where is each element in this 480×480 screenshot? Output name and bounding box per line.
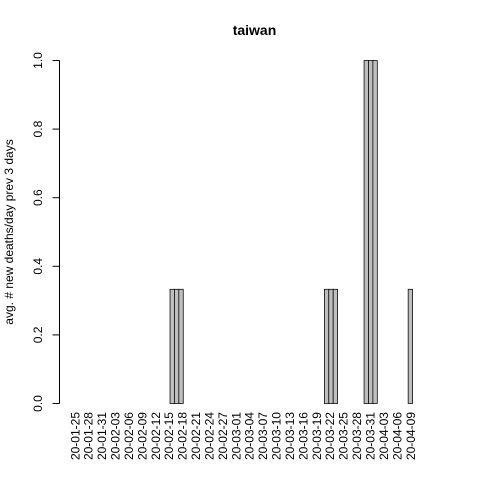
x-tick-label: 20-01-28 [82, 412, 96, 460]
bar-20-03-24 [332, 288, 338, 404]
x-tick-label: 20-02-15 [162, 412, 176, 460]
y-tick-label: 0.0 [31, 395, 45, 412]
x-tick-label: 20-04-06 [390, 412, 404, 460]
x-tick-label: 20-03-19 [310, 412, 324, 460]
x-tick-label: 20-03-28 [350, 412, 364, 460]
y-tick-label: 0.6 [31, 189, 45, 206]
x-tick-label: 20-03-16 [296, 412, 310, 460]
bar-20-04-01 [368, 60, 374, 404]
x-tick-label: 20-02-12 [149, 412, 163, 460]
x-tick-label: 20-04-03 [377, 412, 391, 460]
x-tick-label: 20-03-01 [229, 412, 243, 460]
bar-20-03-31 [363, 60, 369, 404]
y-tick-label: 0.8 [31, 120, 45, 137]
x-tick-label: 20-03-22 [323, 412, 337, 460]
x-tick-label: 20-02-06 [122, 412, 136, 460]
bar-20-02-18 [178, 288, 184, 404]
x-tick-label: 20-03-07 [256, 412, 270, 460]
x-tick-label: 20-02-09 [135, 412, 149, 460]
x-axis: 20-01-25 20-01-28 20-01-31 20-02-03 20-02-06… [68, 412, 418, 460]
x-tick-label: 20-03-31 [363, 412, 377, 460]
x-tick-label: 20-01-25 [68, 412, 82, 460]
y-axis: 0.0 0.2 0.4 0.6 0.8 1.0 [31, 52, 60, 412]
y-tick-label: 0.2 [31, 326, 45, 343]
x-tick-label: 20-02-21 [189, 412, 203, 460]
x-tick-label: 20-02-18 [176, 412, 190, 460]
x-tick-label: 20-03-10 [270, 412, 284, 460]
y-axis-label: avg. # new deaths/day prev 3 days [2, 139, 16, 324]
bar-20-04-10 [407, 288, 413, 404]
bar-20-04-02 [372, 60, 378, 404]
x-tick-label: 20-02-24 [202, 412, 216, 460]
y-tick-label: 0.4 [31, 258, 45, 275]
x-tick-label: 20-01-31 [95, 412, 109, 460]
x-tick-label: 20-03-04 [243, 412, 257, 460]
x-tick-label: 20-03-25 [337, 412, 351, 460]
x-tick-label: 20-02-03 [109, 412, 123, 460]
chart-title: taiwan [233, 22, 277, 38]
bar-20-02-16 [169, 288, 175, 404]
bar-20-03-22 [323, 288, 330, 404]
x-tick-label: 20-03-13 [283, 412, 297, 460]
y-tick-label: 1.0 [31, 52, 45, 69]
x-tick-label: 20-02-27 [216, 412, 230, 460]
bar-20-02-17 [174, 288, 180, 404]
bar-20-03-23 [328, 288, 334, 404]
x-tick-label: 20-04-09 [404, 412, 418, 460]
bars [169, 60, 413, 404]
